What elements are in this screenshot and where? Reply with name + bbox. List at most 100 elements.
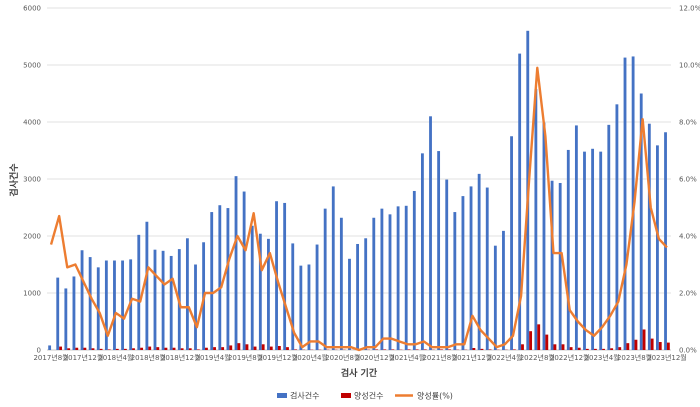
bar-positive: [148, 346, 152, 350]
x-tick-label: 2021년12월: [453, 353, 493, 362]
legend-label: 양성률(%): [417, 392, 453, 401]
legend-swatch: [341, 393, 351, 398]
x-tick-label: 2018년4월: [98, 353, 133, 362]
x-tick-label: 2018년8월: [131, 353, 166, 362]
bar-tests: [542, 122, 546, 350]
y-tick-label: 2000: [23, 233, 41, 241]
bar-positive: [472, 348, 476, 350]
x-tick-label: 2019년8월: [228, 353, 263, 362]
bar-positive: [83, 347, 87, 350]
bar-tests: [283, 202, 287, 350]
line-positive-rate: [49, 66, 668, 352]
bar-tests: [445, 179, 449, 350]
bar-positive: [634, 339, 638, 350]
bar-tests: [615, 104, 619, 350]
bar-tests: [566, 149, 570, 350]
bar-positive: [67, 348, 71, 350]
bar-tests: [64, 288, 68, 350]
bar-positive: [610, 348, 614, 350]
bar-positive: [229, 345, 233, 350]
bar-tests: [664, 132, 667, 350]
bar-positive: [561, 344, 565, 350]
bar-positive: [213, 347, 216, 350]
bar-positive: [512, 349, 516, 350]
bar-tests: [502, 230, 505, 350]
bar-tests: [461, 196, 465, 350]
bars: [48, 30, 670, 351]
y2-tick-label: 4.0%: [679, 233, 697, 241]
bar-positive: [448, 349, 451, 350]
bar-positive: [172, 347, 176, 350]
bar-tests: [631, 56, 635, 350]
bar-tests: [331, 186, 335, 350]
legend: 검사건수 양성건수 양성률(%): [277, 391, 453, 401]
y-tick-label: 1000: [23, 290, 41, 298]
bar-positive: [107, 349, 111, 350]
bar-tests: [493, 245, 497, 350]
bar-positive: [618, 347, 622, 350]
bar-positive: [286, 347, 289, 350]
bar-tests: [453, 212, 457, 350]
bar-positive: [383, 349, 387, 350]
bar-positive: [375, 349, 379, 350]
bar-positive: [99, 348, 103, 350]
bar-tests: [647, 123, 651, 351]
y2-tick-label: 12.0%: [679, 5, 700, 13]
x-tick-label: 2021년8월: [422, 353, 457, 362]
x-tick-label: 2020년4월: [293, 353, 328, 362]
bar-positive: [205, 347, 208, 350]
legend-swatch: [277, 393, 287, 398]
bar-tests: [48, 345, 52, 350]
bar-tests: [145, 221, 149, 350]
bar-positive: [440, 349, 443, 350]
bar-positive: [650, 338, 654, 350]
bar-tests: [639, 93, 643, 350]
bar-positive: [188, 348, 192, 350]
bar-positive: [221, 347, 225, 350]
bar-positive: [196, 349, 200, 350]
bar-tests: [121, 260, 124, 350]
bar-positive: [537, 324, 541, 350]
bar-tests: [591, 148, 595, 350]
bar-positive: [123, 348, 127, 350]
bar-positive: [75, 347, 79, 350]
y-tick-label: 3000: [23, 176, 41, 184]
bar-tests: [656, 145, 659, 350]
bar-tests: [267, 238, 270, 350]
bar-positive: [553, 344, 557, 350]
bar-tests: [599, 151, 603, 350]
x-tick-label: 2020년8월: [325, 353, 360, 362]
bar-tests: [510, 136, 513, 350]
bar-tests: [104, 260, 108, 350]
bar-positive: [666, 342, 670, 350]
bar-tests: [250, 225, 254, 350]
x-tick-label: 2017년8월: [33, 353, 68, 362]
bar-tests: [80, 250, 84, 350]
bar-positive: [529, 331, 533, 350]
bar-tests: [558, 182, 562, 350]
x-tick-label: 2018년12월: [161, 353, 201, 362]
y-axis-title: 검사건수: [8, 163, 20, 196]
bar-positive: [156, 347, 160, 350]
x-tick-label: 2021년4월: [390, 353, 425, 362]
bar-tests: [388, 214, 392, 350]
bar-positive: [180, 348, 184, 350]
bar-tests: [364, 238, 368, 350]
x-tick-label: 2020년12월: [355, 353, 395, 362]
bar-tests: [485, 187, 489, 350]
bar-positive: [253, 346, 257, 350]
bar-tests: [210, 212, 214, 350]
y-tick-label: 5000: [23, 62, 41, 70]
y-axis-left: 0 1000 2000 3000 4000 5000 6000: [23, 5, 41, 355]
bar-tests: [323, 208, 327, 350]
bar-tests: [169, 255, 173, 350]
gridlines: [47, 7, 671, 351]
rate-line: [49, 66, 668, 352]
bar-tests: [315, 244, 319, 350]
bar-tests: [623, 57, 627, 351]
bar-positive: [294, 349, 298, 350]
bar-tests: [437, 151, 441, 350]
bar-tests: [518, 53, 522, 350]
bar-positive: [545, 334, 549, 350]
